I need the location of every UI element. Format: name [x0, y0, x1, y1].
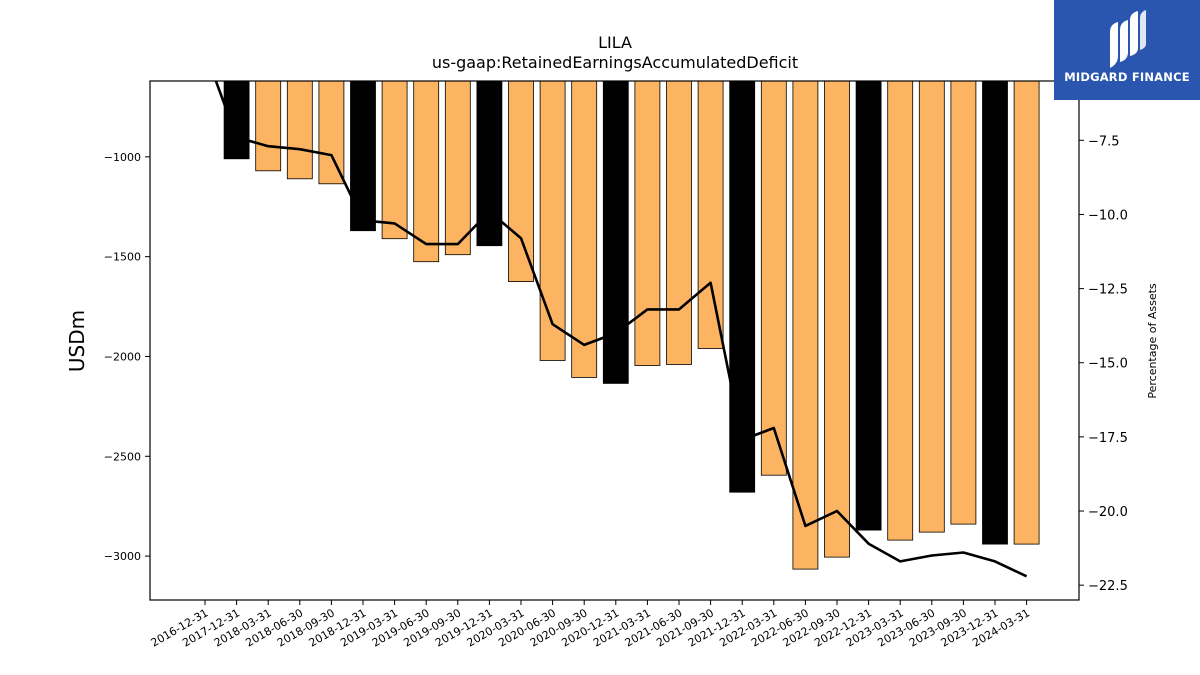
y-tick-label: −1000 — [104, 151, 141, 164]
chart-subtitle: us-gaap:RetainedEarningsAccumulatedDefic… — [432, 53, 798, 72]
bar-2017-12-31 — [223, 80, 250, 160]
bar-2018-09-30 — [318, 80, 345, 185]
bar-2018-06-30 — [286, 80, 313, 180]
bar-2019-09-30 — [444, 80, 471, 256]
y2-tick-label: −20.0 — [1088, 505, 1128, 520]
bars-layer — [223, 80, 1040, 570]
bar-2023-03-31 — [887, 80, 914, 541]
bar-2023-12-31 — [982, 80, 1008, 545]
bar-2024-03-31 — [1013, 80, 1040, 545]
bar-2020-12-31 — [602, 80, 629, 384]
y2-axis-label: Percentage of Assets — [1146, 283, 1159, 399]
y2-tick-label: −22.5 — [1088, 579, 1128, 594]
bar-2019-06-30 — [413, 80, 440, 263]
bar-2022-09-30 — [824, 80, 850, 558]
plot-frame — [149, 80, 1080, 601]
bar-2022-03-31 — [760, 80, 787, 476]
bar-2021-03-31 — [634, 80, 661, 366]
bar-2020-09-30 — [571, 80, 598, 378]
brand-logo-text: MIDGARD FINANCE — [1064, 70, 1190, 84]
left-axis: −3000 −2500 −2000 −1500 −1000 — [104, 151, 150, 563]
bar-2020-03-31 — [508, 80, 534, 283]
y-tick-label: −2000 — [104, 350, 141, 363]
brand-logo: MIDGARD FINANCE — [1054, 0, 1200, 100]
y-tick-label: −1500 — [104, 251, 141, 264]
midgard-logo-icon — [1110, 10, 1146, 68]
bar-2018-03-31 — [255, 80, 282, 172]
bar-2022-12-31 — [855, 80, 882, 531]
line-layer — [214, 81, 1028, 578]
bar-2020-06-30 — [539, 80, 566, 361]
y2-tick-label: −15.0 — [1088, 357, 1128, 372]
percentage-line — [214, 81, 1028, 578]
bar-2019-03-31 — [381, 80, 408, 240]
y2-tick-label: −17.5 — [1088, 431, 1128, 446]
bar-2021-12-31 — [729, 80, 756, 493]
y-axis-label: USDm — [65, 310, 89, 372]
y2-tick-label: −10.0 — [1088, 208, 1128, 223]
chart-title: LILA — [598, 33, 632, 52]
bar-2021-09-30 — [697, 80, 724, 349]
y2-tick-label: −7.5 — [1088, 134, 1120, 149]
bar-2021-06-30 — [666, 80, 692, 365]
y-tick-label: −3000 — [104, 550, 141, 563]
y2-tick-label: −12.5 — [1088, 283, 1128, 298]
bar-2023-09-30 — [950, 80, 977, 525]
bar-2018-12-31 — [350, 80, 376, 232]
right-axis: −22.5 −20.0 −17.5 −15.0 −12.5 −10.0 −7.5 — [1079, 134, 1128, 594]
bar-2022-06-30 — [792, 80, 819, 570]
bar-2023-06-30 — [918, 80, 945, 533]
x-axis: 2016-12-312017-12-312018-03-312018-06-30… — [149, 600, 1032, 650]
y-tick-label: −2500 — [104, 450, 141, 463]
